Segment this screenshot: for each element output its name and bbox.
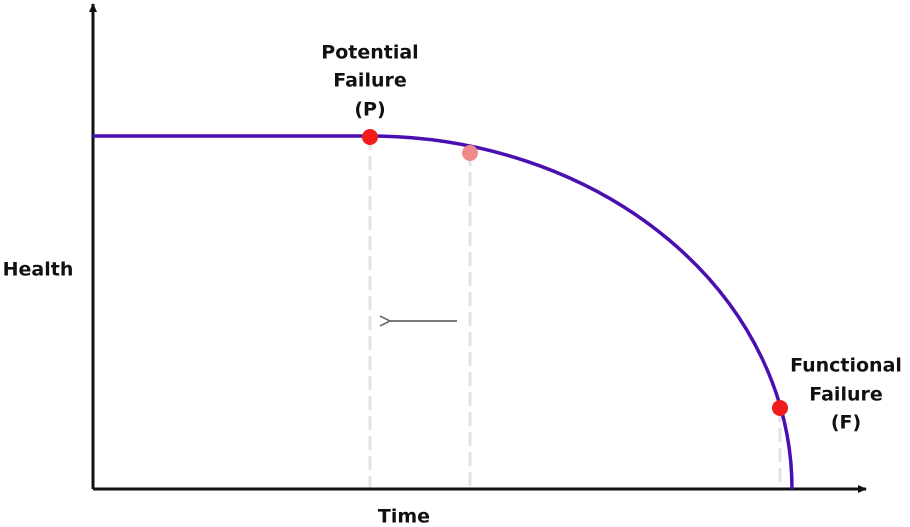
p-point: [362, 129, 378, 145]
y-axis-label: Health: [3, 259, 74, 281]
p-label: (P): [354, 99, 385, 121]
p-label: Failure: [333, 70, 407, 92]
p-label: Potential: [321, 42, 418, 64]
f-label: Functional: [790, 355, 902, 377]
pf-curve: [93, 134, 794, 490]
x-axis-label: Time: [378, 506, 430, 527]
f-point: [772, 400, 788, 416]
f-label: (F): [831, 412, 861, 434]
f-label: Failure: [809, 384, 883, 406]
early-p-point: [462, 145, 478, 161]
